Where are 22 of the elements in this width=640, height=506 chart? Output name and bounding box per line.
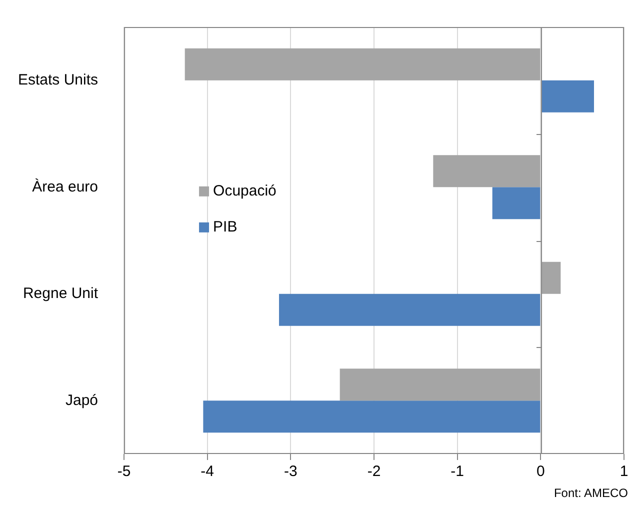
y-tick-label: Estats Units bbox=[18, 72, 98, 89]
bar bbox=[541, 80, 594, 112]
x-tick-label: -4 bbox=[200, 463, 214, 480]
x-tick-label: -2 bbox=[367, 463, 381, 480]
x-tick-label: -1 bbox=[450, 463, 464, 480]
bar bbox=[184, 48, 540, 80]
legend-label: PIB bbox=[213, 218, 238, 236]
x-tick-label: -3 bbox=[284, 463, 298, 480]
bar bbox=[203, 400, 540, 433]
bar bbox=[541, 262, 561, 294]
x-tick-label: -5 bbox=[117, 463, 131, 480]
bar bbox=[279, 294, 540, 326]
y-tick-label: Japó bbox=[65, 392, 98, 409]
bar bbox=[340, 368, 540, 401]
legend-label: Ocupació bbox=[213, 182, 276, 200]
bar bbox=[492, 187, 540, 220]
text: Font: AMECO bbox=[554, 486, 628, 500]
bar bbox=[433, 155, 540, 188]
y-tick-label: Regne Unit bbox=[22, 285, 99, 302]
y-tick-label: Àrea euro bbox=[32, 177, 98, 196]
x-tick-label: 0 bbox=[536, 463, 545, 480]
x-tick-label: 1 bbox=[620, 463, 628, 480]
